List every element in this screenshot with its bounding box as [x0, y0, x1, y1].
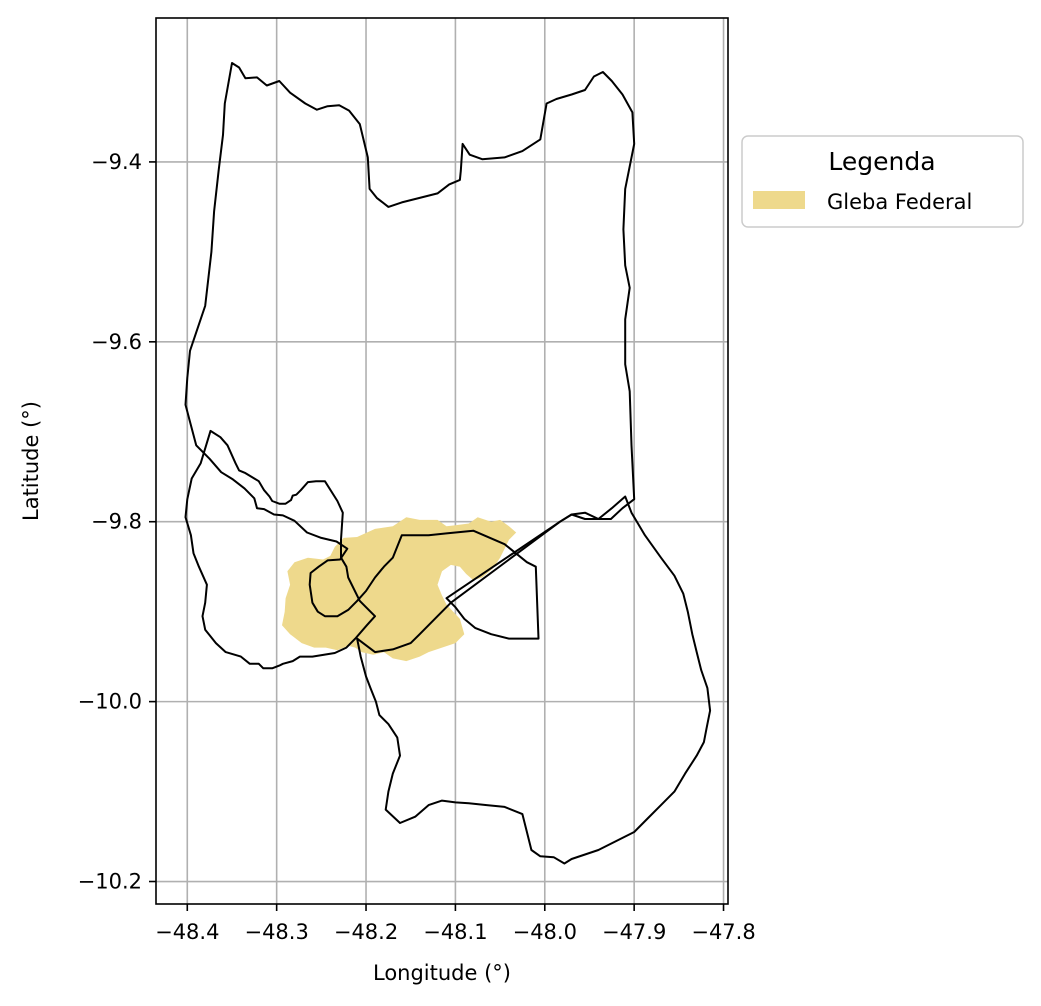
municipality-boundaries-layer [184, 62, 712, 865]
gleba-federal-layer [282, 517, 517, 662]
y-tick-label: −9.4 [91, 150, 142, 174]
x-tick-label: −48.0 [513, 920, 577, 944]
x-tick-label: −47.9 [602, 920, 666, 944]
y-axis-ticks: −9.4 −9.6 −9.8 −10.0 −10.2 [78, 150, 156, 894]
legend-swatch-gleba-federal [753, 191, 805, 209]
x-tick-label: −48.4 [155, 920, 219, 944]
municipality-boundary [184, 62, 636, 640]
y-axis-label: Latitude (°) [19, 401, 43, 521]
municipality-boundary [356, 495, 712, 865]
legend-label-gleba-federal: Gleba Federal [827, 190, 972, 214]
gleba-federal-polygon [282, 517, 517, 662]
x-tick-label: −47.8 [691, 920, 755, 944]
y-tick-label: −10.2 [78, 870, 142, 894]
grid [156, 18, 728, 904]
x-axis-ticks: −48.4 −48.3 −48.2 −48.1 −48.0 −47.9 −47.8 [155, 904, 756, 944]
legend: Legenda Gleba Federal [741, 135, 1024, 228]
legend-title: Legenda [828, 147, 935, 176]
x-tick-label: −48.3 [244, 920, 308, 944]
municipality-boundary [184, 429, 376, 670]
x-axis-label: Longitude (°) [373, 961, 511, 985]
y-tick-label: −10.0 [78, 690, 142, 714]
y-tick-label: −9.6 [91, 330, 142, 354]
x-tick-label: −48.1 [423, 920, 487, 944]
legend-box [741, 135, 1024, 228]
x-tick-label: −48.2 [334, 920, 398, 944]
y-tick-label: −9.8 [91, 510, 142, 534]
plot-frame [155, 17, 729, 905]
